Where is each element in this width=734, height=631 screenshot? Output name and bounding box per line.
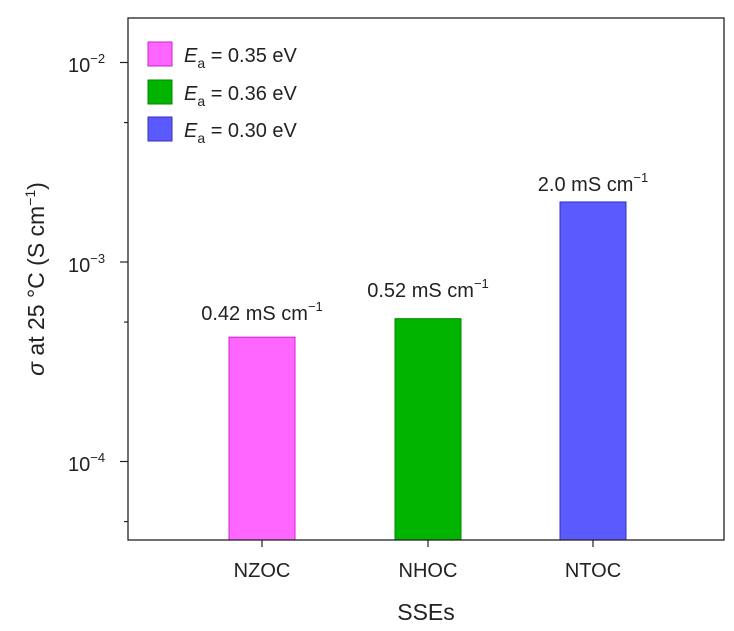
data-labels: 0.42 mS cm−1 0.52 mS cm−1 2.0 mS cm−1 bbox=[201, 170, 648, 325]
x-axis-title: SSEs bbox=[397, 599, 455, 625]
data-label-ntoc: 2.0 mS cm−1 bbox=[538, 170, 648, 196]
bar-nhoc bbox=[394, 318, 462, 541]
y-tick-labels: 10−2 10−3 10−4 bbox=[68, 51, 105, 476]
legend-label-ntoc: Ea = 0.30 eV bbox=[184, 120, 298, 146]
x-tick-labels: NZOC NHOC NTOC bbox=[234, 560, 621, 582]
bar-nzoc bbox=[228, 336, 296, 541]
y-tick-label-1e-2: 10−2 bbox=[68, 51, 105, 77]
bar-ntoc bbox=[559, 201, 627, 541]
x-tick-label-nzoc: NZOC bbox=[234, 560, 291, 582]
y-tick-label-1e-4: 10−4 bbox=[68, 450, 105, 476]
x-tick-label-nhoc: NHOC bbox=[399, 560, 458, 582]
data-label-nzoc: 0.42 mS cm−1 bbox=[201, 299, 323, 325]
legend-swatch-nzoc bbox=[147, 41, 173, 67]
legend-label-nhoc: Ea = 0.36 eV bbox=[184, 83, 298, 109]
data-label-nhoc: 0.52 mS cm−1 bbox=[367, 276, 489, 302]
legend-swatch-ntoc bbox=[147, 116, 173, 142]
bars bbox=[228, 201, 627, 541]
legend-label-nzoc: Ea = 0.35 eV bbox=[184, 45, 298, 71]
minor-ticks bbox=[124, 121, 128, 523]
major-ticks bbox=[120, 61, 594, 547]
y-tick-label-1e-3: 10−3 bbox=[68, 251, 105, 277]
legend: Ea = 0.35 eV Ea = 0.36 eV Ea = 0.30 eV bbox=[147, 41, 298, 146]
x-tick-label-ntoc: NTOC bbox=[565, 560, 621, 582]
plot-frame bbox=[127, 17, 725, 541]
y-axis-title: σ at 25 °C (S cm−1) bbox=[22, 182, 49, 376]
legend-swatch-nhoc bbox=[147, 79, 173, 105]
